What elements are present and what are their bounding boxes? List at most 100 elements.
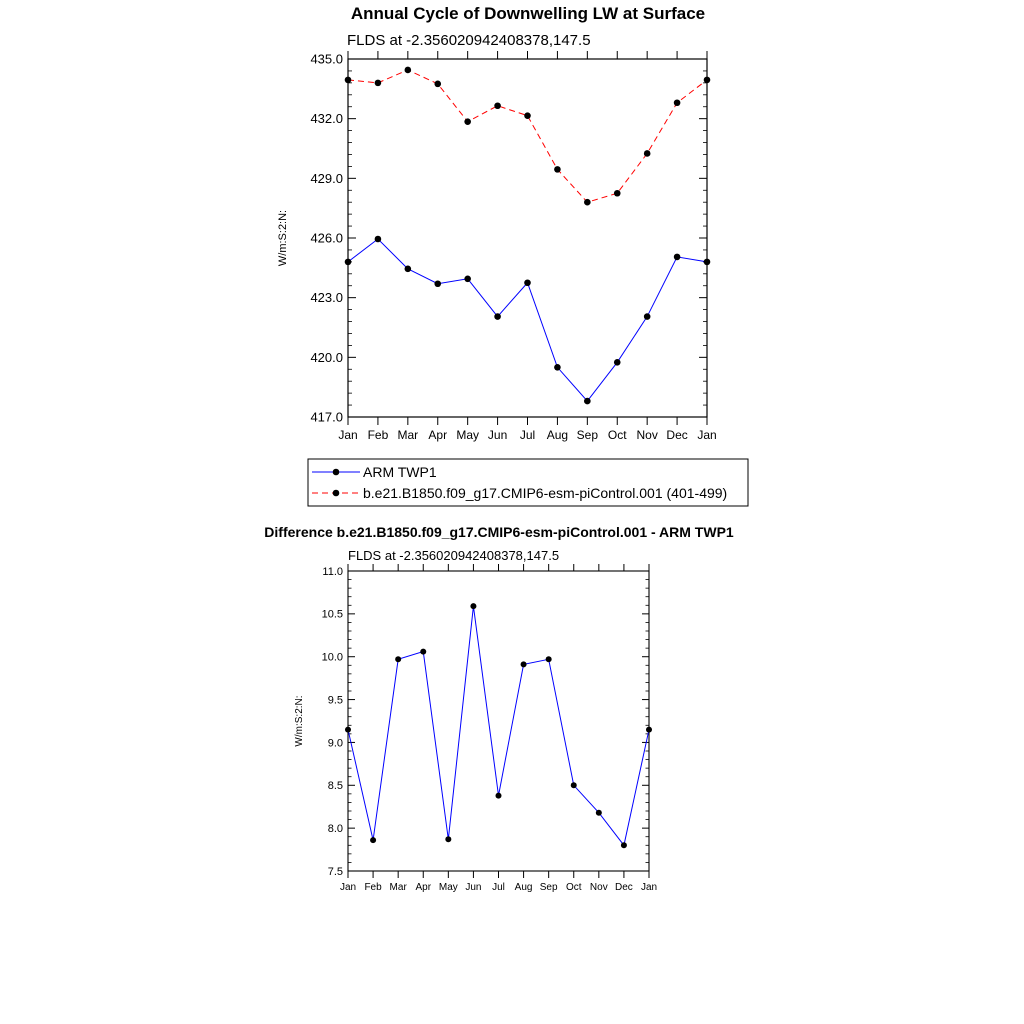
chart1-y-tick-labels: 435.0 432.0 429.0 426.0 423.0 420.0 417.0 bbox=[310, 52, 343, 425]
y-tick-label: 10.0 bbox=[322, 652, 343, 664]
series-1-point bbox=[434, 80, 442, 88]
series-0-point bbox=[434, 280, 442, 288]
series-0-point bbox=[420, 648, 427, 655]
chart1-legend: ARM TWP1 b.e21.B1850.f09_g17.CMIP6-esm-p… bbox=[307, 458, 749, 507]
series-0-point bbox=[524, 279, 531, 287]
series-1-point bbox=[464, 118, 471, 125]
y-tick-label: 429.0 bbox=[310, 171, 343, 186]
series-1-point bbox=[404, 66, 412, 74]
series-0-point bbox=[520, 661, 527, 668]
chart1-title: Annual Cycle of Downwelling LW at Surfac… bbox=[351, 4, 705, 23]
x-tick-label: Jun bbox=[488, 428, 507, 442]
x-tick-label: Sep bbox=[577, 428, 599, 442]
series-line-1 bbox=[347, 69, 708, 203]
chart1-x-tick-labels: Jan Feb Mar Apr May Jun Jul Aug Sep Oct Nov Dec Jan bbox=[338, 428, 716, 442]
x-tick-label: May bbox=[439, 882, 458, 893]
x-tick-label: Jul bbox=[492, 882, 505, 893]
chart1-subtitle: FLDS at -2.356020942408378,147.5 bbox=[347, 32, 591, 49]
y-tick-label: 8.0 bbox=[328, 823, 343, 835]
series-1-point bbox=[703, 76, 711, 84]
chart2-ticks bbox=[347, 564, 650, 878]
series-0-point bbox=[595, 809, 602, 816]
x-tick-label: Jul bbox=[520, 428, 535, 442]
series-0-point bbox=[620, 842, 627, 849]
series-0-point bbox=[344, 258, 352, 266]
y-tick-label: 11.0 bbox=[322, 566, 343, 578]
series-0-point bbox=[495, 792, 502, 799]
series-0-point bbox=[646, 726, 652, 733]
x-tick-label: Dec bbox=[615, 882, 633, 893]
x-tick-label: Jan bbox=[641, 882, 657, 893]
chart2-y-tick-labels: 11.0 10.5 10.0 9.5 9.0 8.5 8.0 7.5 bbox=[322, 566, 343, 878]
x-tick-label: Apr bbox=[415, 882, 431, 893]
x-tick-label: Dec bbox=[666, 428, 687, 442]
series-1-point bbox=[643, 150, 651, 157]
legend-label-arm: ARM TWP1 bbox=[363, 464, 437, 480]
series-1-point bbox=[673, 99, 681, 107]
series-0-point bbox=[395, 656, 402, 663]
y-tick-label: 420.0 bbox=[310, 350, 343, 365]
series-1-point bbox=[524, 112, 531, 119]
series-0-point bbox=[494, 313, 501, 320]
y-tick-label: 432.0 bbox=[310, 111, 343, 126]
difference-chart: Difference b.e21.B1850.f09_g17.CMIP6-esm… bbox=[264, 524, 734, 893]
series-0-point bbox=[445, 836, 452, 843]
y-tick-label: 9.5 bbox=[328, 694, 343, 706]
x-tick-label: Nov bbox=[636, 428, 657, 442]
series-0-point bbox=[545, 656, 552, 663]
x-tick-label: Sep bbox=[540, 882, 558, 893]
y-tick-label: 426.0 bbox=[310, 231, 343, 246]
x-tick-label: Feb bbox=[368, 428, 389, 442]
y-tick-label: 8.5 bbox=[328, 780, 343, 792]
chart2-title: Difference b.e21.B1850.f09_g17.CMIP6-esm… bbox=[264, 524, 734, 540]
series-0-point bbox=[464, 275, 471, 283]
y-tick-label: 7.5 bbox=[328, 866, 343, 878]
y-tick-label: 435.0 bbox=[310, 52, 343, 67]
y-tick-label: 10.5 bbox=[322, 609, 343, 621]
series-0-point bbox=[613, 359, 621, 366]
y-tick-label: 423.0 bbox=[310, 290, 343, 305]
x-tick-label: Jan bbox=[338, 428, 357, 442]
x-tick-label: Apr bbox=[428, 428, 447, 442]
x-tick-label: Feb bbox=[364, 882, 382, 893]
chart1-series bbox=[344, 66, 711, 405]
x-tick-label: Jan bbox=[697, 428, 716, 442]
annual-cycle-chart: Annual Cycle of Downwelling LW at Surfac… bbox=[277, 4, 717, 442]
chart1-ticks bbox=[347, 51, 708, 425]
series-0-point bbox=[404, 265, 412, 273]
chart2-subtitle: FLDS at -2.356020942408378,147.5 bbox=[348, 548, 559, 563]
x-tick-label: Nov bbox=[590, 882, 608, 893]
chart2-x-tick-labels: Jan Feb Mar Apr May Jun Jul Aug Sep Oct Nov Dec Jan bbox=[340, 882, 657, 893]
series-0-point bbox=[643, 313, 651, 320]
x-tick-label: Oct bbox=[608, 428, 627, 442]
chart2-plot-frame bbox=[347, 570, 650, 872]
series-1-point bbox=[613, 189, 621, 197]
y-tick-label: 9.0 bbox=[328, 737, 343, 749]
series-0-point bbox=[374, 235, 382, 243]
legend-frame bbox=[307, 458, 749, 507]
series-1-point bbox=[344, 76, 352, 84]
series-0-point bbox=[673, 253, 681, 261]
series-0-point bbox=[570, 782, 577, 789]
series-0-point bbox=[370, 837, 377, 844]
series-0-point bbox=[584, 397, 591, 405]
x-tick-label: Mar bbox=[390, 882, 408, 893]
x-tick-label: Mar bbox=[397, 428, 418, 442]
x-tick-label: Aug bbox=[547, 428, 568, 442]
legend-marker-model bbox=[332, 489, 340, 497]
series-line-0 bbox=[347, 238, 708, 402]
legend-label-model: b.e21.B1850.f09_g17.CMIP6-esm-piControl.… bbox=[363, 485, 727, 501]
series-0-point bbox=[554, 363, 561, 371]
chart2-ylabel: W/m:S:2:N: bbox=[294, 695, 305, 746]
series-1-point bbox=[584, 198, 591, 206]
series-1-point bbox=[374, 79, 382, 87]
y-tick-label: 417.0 bbox=[310, 410, 343, 425]
series-0-point bbox=[703, 258, 711, 266]
series-1-point bbox=[494, 102, 501, 110]
series-line-0 bbox=[347, 606, 650, 847]
x-tick-label: Aug bbox=[515, 882, 533, 893]
chart1-ylabel: W/m:S:2:N: bbox=[277, 210, 289, 266]
chart2-series bbox=[345, 603, 652, 849]
x-tick-label: Jan bbox=[340, 882, 356, 893]
